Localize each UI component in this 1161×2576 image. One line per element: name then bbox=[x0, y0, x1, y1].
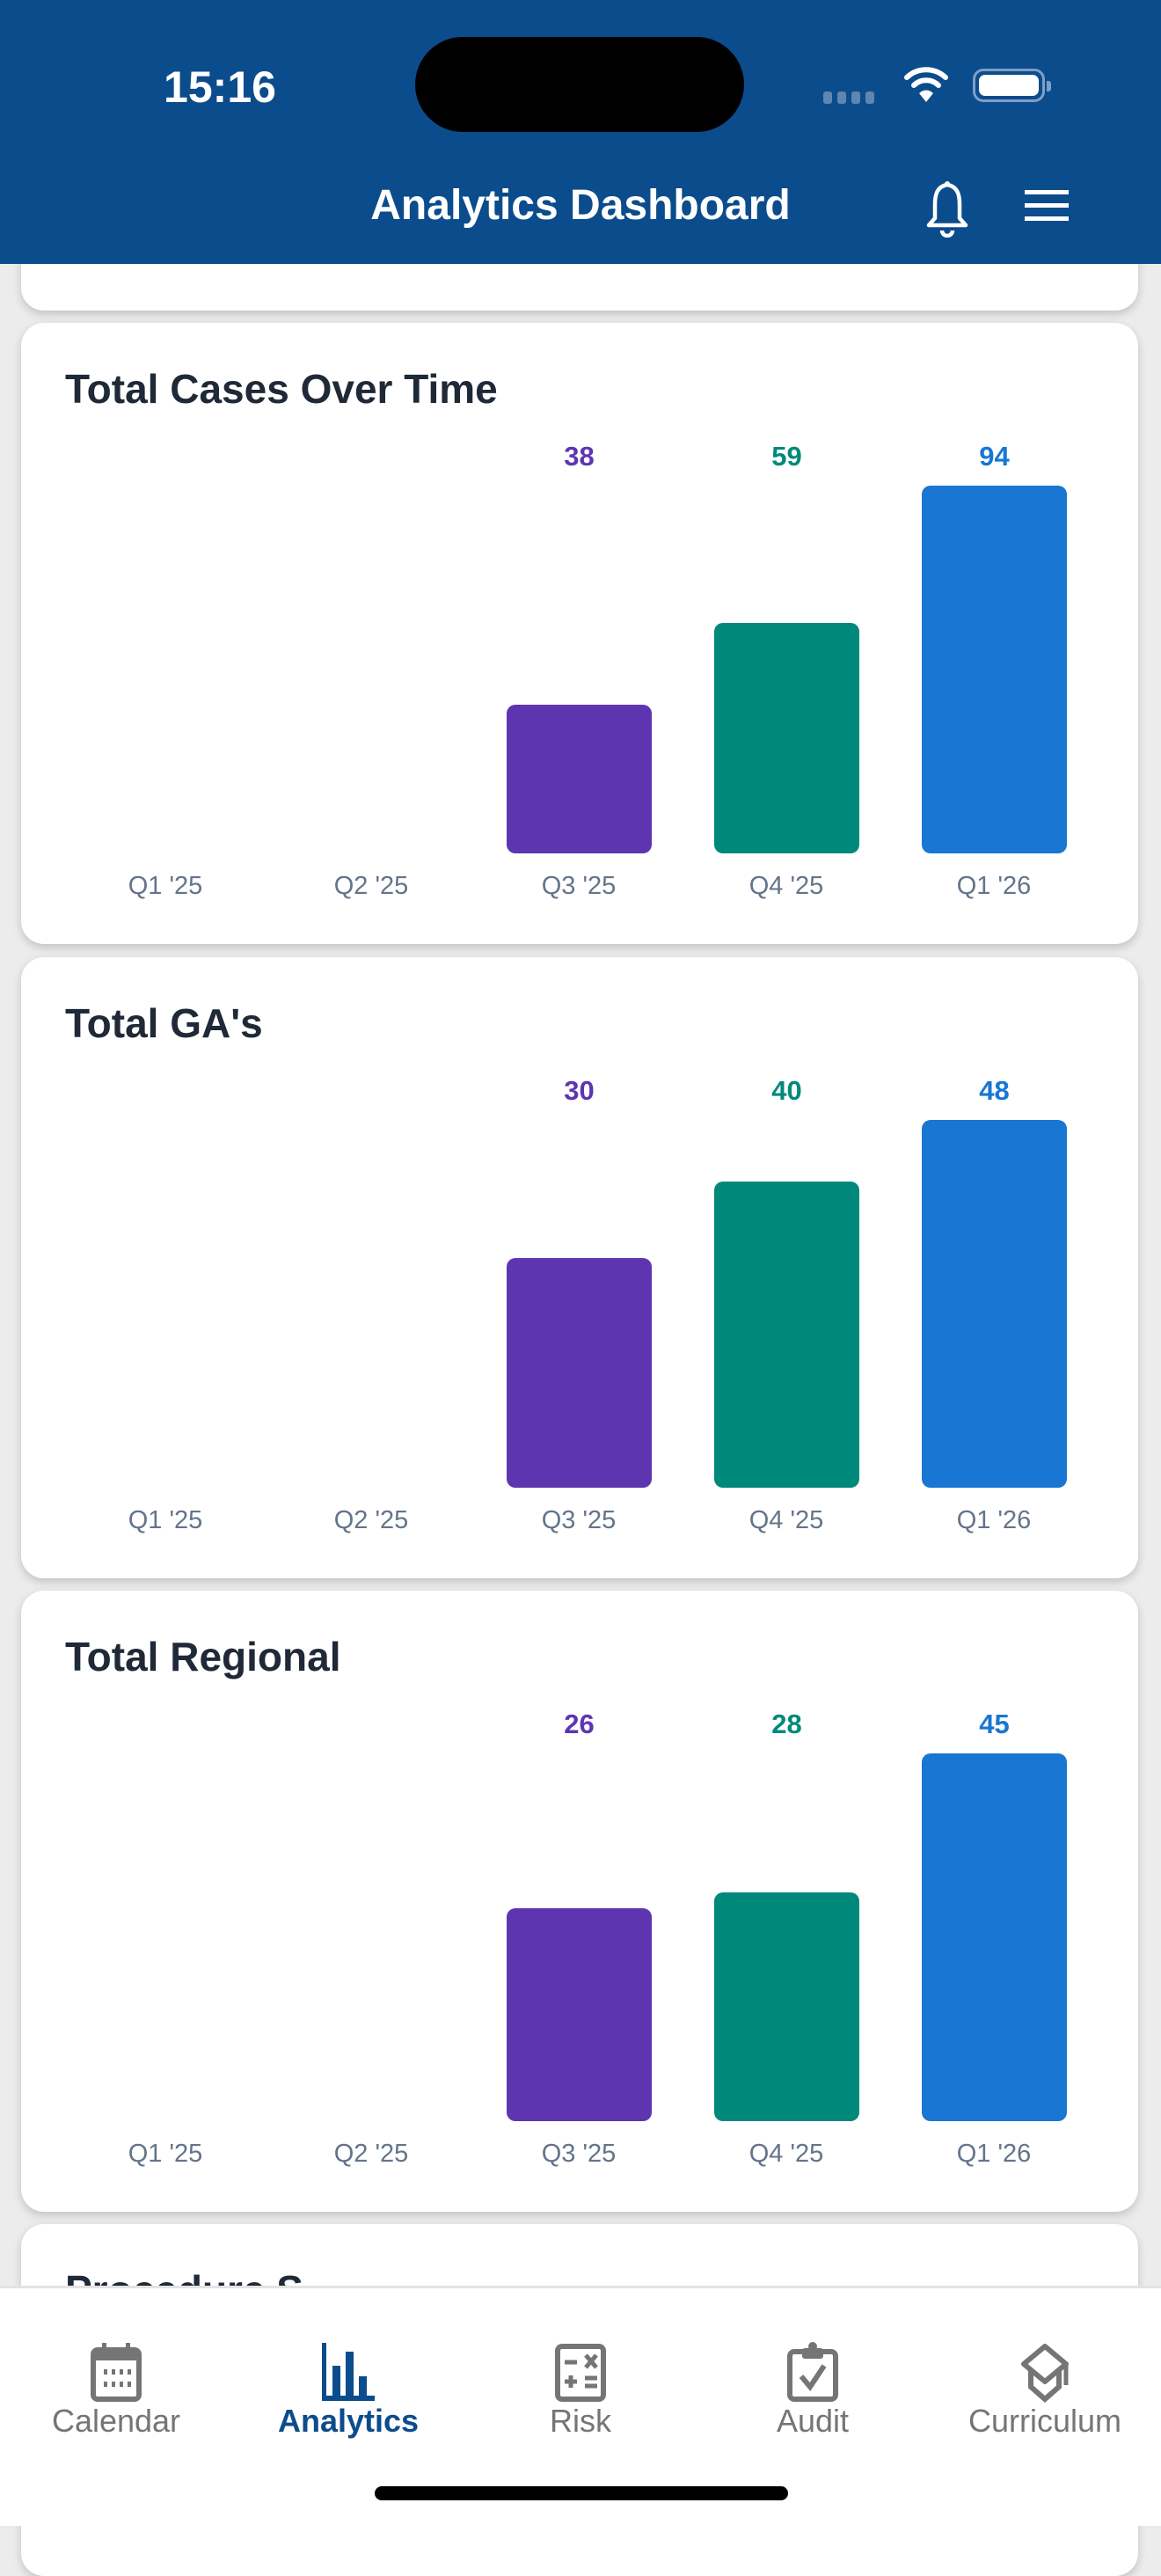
app-header: 15:16 Analytics Dashboard bbox=[0, 0, 1161, 264]
x-tick-label: Q1 '26 bbox=[956, 2140, 1032, 2168]
chart-card-total-cases: Total Cases Over Time Q1 '25 Q2 '25 Q3 '25… bbox=[21, 323, 1138, 944]
x-tick-label: Q1 '25 bbox=[128, 2140, 203, 2168]
battery-icon bbox=[973, 69, 1051, 102]
bar-chart: Q1 '25 Q2 '25 Q3 '25 26 Q4 '25 28 Q1 '26 45 bbox=[21, 1591, 1138, 2212]
bar-chart-icon bbox=[322, 2343, 375, 2401]
nav-label: Analytics bbox=[277, 2403, 420, 2439]
calendar-icon bbox=[91, 2343, 142, 2402]
graduation-cap-icon bbox=[1021, 2344, 1069, 2403]
x-tick-label: Q2 '25 bbox=[333, 872, 409, 900]
chart-title: Total Regional bbox=[65, 1634, 341, 1680]
x-tick-label: Q3 '25 bbox=[541, 2140, 617, 2168]
nav-label: Curriculum bbox=[968, 2403, 1122, 2439]
x-tick-label: Q3 '25 bbox=[541, 1506, 617, 1534]
bar[interactable] bbox=[922, 1753, 1067, 2121]
nav-item-audit[interactable]: Audit bbox=[697, 2288, 929, 2447]
bar[interactable] bbox=[507, 1257, 652, 1488]
nav-label: Risk bbox=[550, 2403, 611, 2439]
nav-item-curriculum[interactable]: Curriculum bbox=[929, 2288, 1161, 2447]
bottom-nav: Calendar Analytics Risk Audit Curriculum bbox=[0, 2286, 1161, 2526]
x-tick-label: Q2 '25 bbox=[333, 1506, 409, 1534]
data-label: 94 bbox=[979, 441, 1010, 472]
chart-card-total-regional: Total Regional Q1 '25 Q2 '25 Q3 '25 26 Q4 '2… bbox=[21, 1591, 1138, 2212]
x-tick-label: Q3 '25 bbox=[541, 872, 617, 900]
bell-icon[interactable] bbox=[924, 179, 971, 238]
bar[interactable] bbox=[507, 705, 652, 853]
data-label: 38 bbox=[564, 441, 595, 472]
bar[interactable] bbox=[922, 1120, 1067, 1488]
x-tick-label: Q2 '25 bbox=[333, 2140, 409, 2168]
nav-item-risk[interactable]: Risk bbox=[464, 2288, 697, 2447]
bar-chart: Q1 '25 Q2 '25 Q3 '25 38 Q4 '25 59 Q1 '26 94 bbox=[21, 323, 1138, 944]
bar[interactable] bbox=[922, 486, 1067, 853]
bar[interactable] bbox=[714, 1181, 859, 1488]
data-label: 45 bbox=[979, 1709, 1010, 1739]
home-indicator[interactable] bbox=[375, 2486, 788, 2500]
calculator-icon bbox=[555, 2344, 606, 2402]
data-label: 30 bbox=[564, 1075, 595, 1106]
data-label: 26 bbox=[564, 1709, 595, 1739]
page-title: Analytics Dashboard bbox=[370, 182, 791, 229]
nav-item-analytics[interactable]: Analytics bbox=[232, 2288, 464, 2447]
x-tick-label: Q1 '26 bbox=[956, 1506, 1032, 1534]
data-label: 59 bbox=[771, 441, 802, 472]
chart-title: Total Cases Over Time bbox=[65, 366, 498, 412]
nav-label: Audit bbox=[776, 2403, 850, 2439]
status-time: 15:16 bbox=[164, 62, 276, 112]
wifi-icon bbox=[904, 67, 948, 102]
x-tick-label: Q4 '25 bbox=[748, 872, 824, 900]
dynamic-island bbox=[415, 37, 744, 132]
data-label: 48 bbox=[979, 1075, 1010, 1106]
bar-chart: Q1 '25 Q2 '25 Q3 '25 30 Q4 '25 40 Q1 '26 48 bbox=[21, 957, 1138, 1578]
nav-label: Calendar bbox=[51, 2403, 181, 2439]
cellular-signal-icon bbox=[823, 91, 874, 104]
x-tick-label: Q4 '25 bbox=[748, 2140, 824, 2168]
bar[interactable] bbox=[714, 622, 859, 853]
nav-item-calendar[interactable]: Calendar bbox=[0, 2288, 232, 2447]
chart-card-total-gas: Total GA's Q1 '25 Q2 '25 Q3 '25 30 Q4 '25 40 Q… bbox=[21, 957, 1138, 1578]
data-label: 40 bbox=[771, 1075, 802, 1106]
clipboard-check-icon bbox=[787, 2342, 838, 2402]
x-tick-label: Q1 '25 bbox=[128, 1506, 203, 1534]
x-tick-label: Q1 '26 bbox=[956, 872, 1032, 900]
chart-title: Total GA's bbox=[65, 1000, 263, 1046]
bar[interactable] bbox=[507, 1908, 652, 2121]
data-label: 28 bbox=[771, 1709, 802, 1739]
menu-icon[interactable] bbox=[1023, 188, 1070, 223]
x-tick-label: Q4 '25 bbox=[748, 1506, 824, 1534]
x-tick-label: Q1 '25 bbox=[128, 872, 203, 900]
bar[interactable] bbox=[714, 1892, 859, 2121]
